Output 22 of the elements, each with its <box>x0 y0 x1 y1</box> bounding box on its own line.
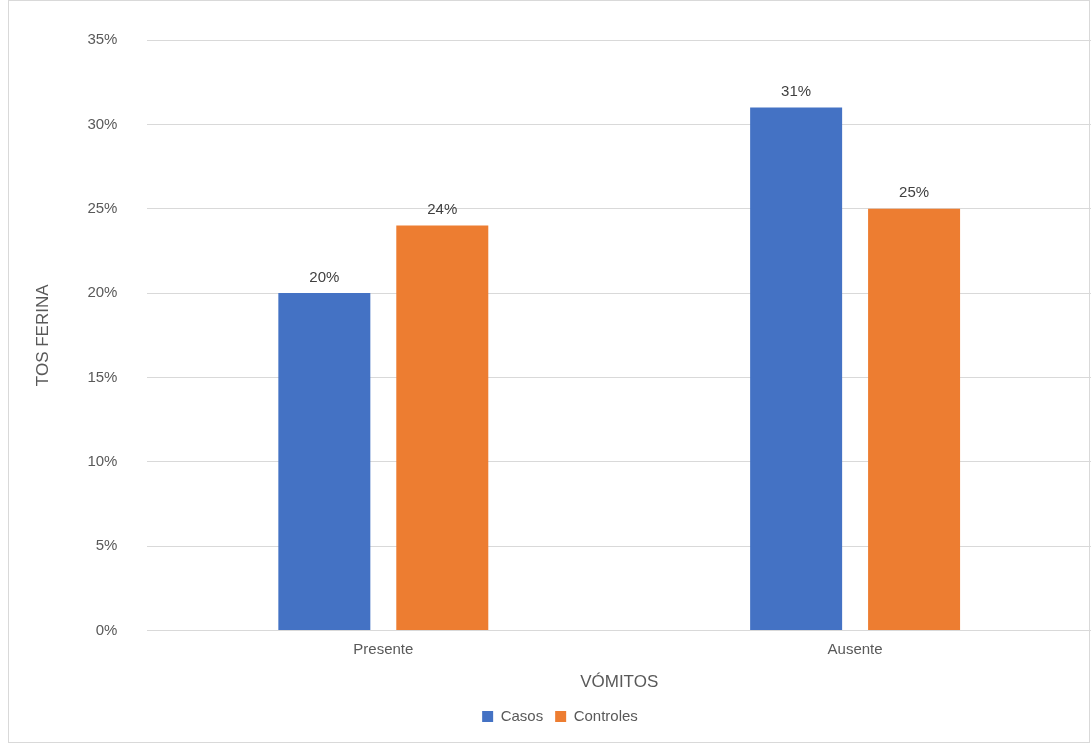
y-tick-label: 35% <box>87 30 118 48</box>
data-label: 24% <box>427 200 458 218</box>
y-tick-label: 0% <box>95 620 118 638</box>
y-tick-label: 5% <box>95 536 118 554</box>
legend-label: Casos <box>500 706 544 724</box>
bar <box>868 208 961 631</box>
y-tick-label: 20% <box>87 283 118 301</box>
y-tick-label: 15% <box>87 367 118 385</box>
x-tick-label: Ausente <box>827 639 883 657</box>
bar <box>396 225 489 631</box>
x-tick-label: Presente <box>353 639 414 657</box>
x-axis-title: VÓMITOS <box>580 672 659 692</box>
bar <box>750 107 843 631</box>
data-label: 25% <box>899 183 930 201</box>
y-tick-label: 10% <box>87 452 118 469</box>
data-label: 20% <box>309 267 340 285</box>
bar <box>278 293 371 631</box>
y-axis-title: TOS FERINA <box>32 283 52 387</box>
y-tick-label: 30% <box>87 114 118 132</box>
legend-label: Controles <box>573 706 638 724</box>
y-tick-label: 25% <box>87 198 118 216</box>
data-label: 31% <box>781 82 812 100</box>
